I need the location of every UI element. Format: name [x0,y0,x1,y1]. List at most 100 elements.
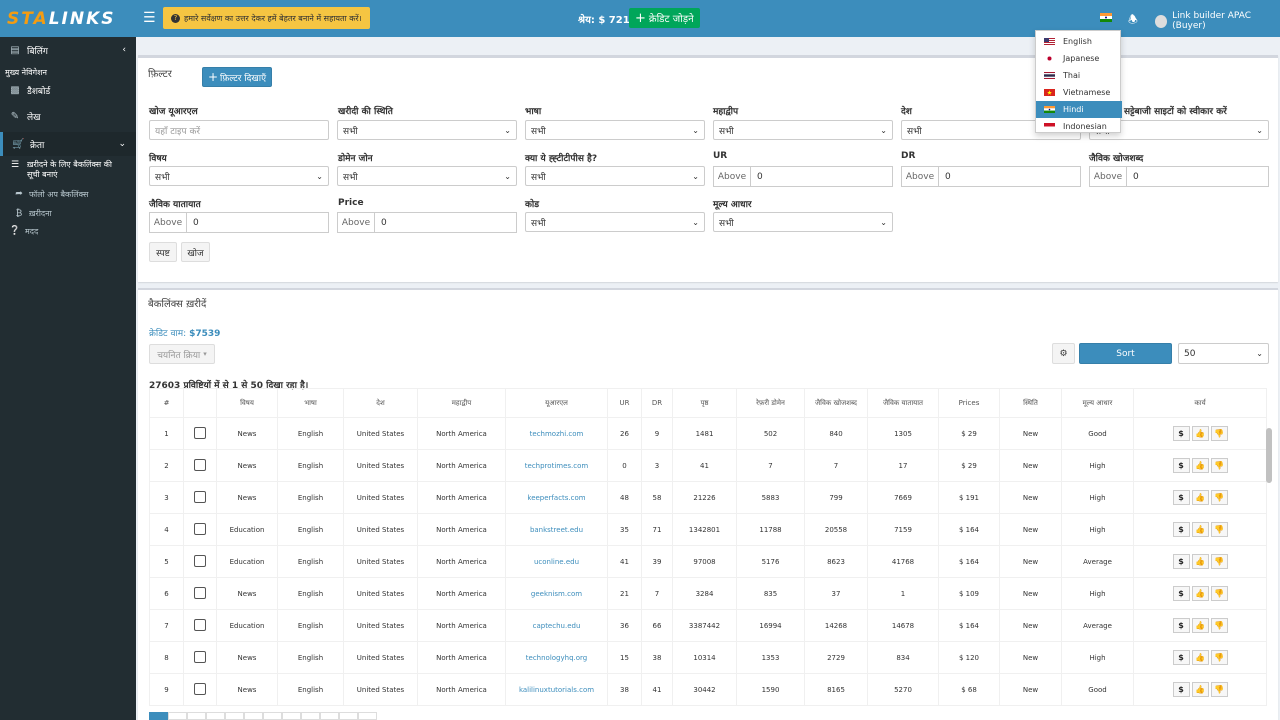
col-prices[interactable]: Prices [938,388,1000,418]
sidebar-item-billing[interactable]: ▤ बिलिंग ‹ [0,40,136,60]
page-button[interactable] [187,712,206,720]
row-checkbox[interactable] [194,426,206,439]
organic-keywords-filter[interactable]: Above 0 [1089,166,1269,187]
thumbs-down-icon[interactable]: 👎 [1210,586,1228,601]
sidebar-item-create-list[interactable]: ☰ ख़रीदने के लिए बैकलिंक्स की सूची बनाएं [0,160,136,182]
thumbs-up-icon[interactable]: 👍 [1191,490,1209,505]
row-url[interactable]: keeperfacts.com [505,481,608,514]
col-pages[interactable]: पृष्ठ [672,388,737,418]
dr-value-input[interactable]: 0 [939,166,1081,187]
col-ur[interactable]: UR [607,388,642,418]
page-button[interactable] [339,712,358,720]
ur-value-input[interactable]: 0 [751,166,893,187]
col-url[interactable]: यूआरएल [505,388,608,418]
row-url[interactable]: uconline.edu [505,545,608,578]
sidebar-item-dashboard[interactable]: ▩ डैशबोर्ड [0,82,136,98]
sidebar-item-buyer[interactable]: 🛒 क्रेता ⌄ [0,132,136,156]
thumbs-up-icon[interactable]: 👍 [1191,586,1209,601]
row-url[interactable]: geeknism.com [505,577,608,610]
organic-traffic-operator-button[interactable]: Above [149,212,187,233]
dollar-icon[interactable]: $ [1172,554,1190,569]
thumbs-up-icon[interactable]: 👍 [1191,554,1209,569]
row-checkbox[interactable] [194,522,206,535]
thumbs-down-icon[interactable]: 👎 [1210,682,1228,697]
organic-keywords-operator-button[interactable]: Above [1089,166,1127,187]
dr-operator-button[interactable]: Above [901,166,939,187]
page-button[interactable] [263,712,282,720]
topic-select[interactable]: सभी ⌄ [149,166,329,186]
survey-notice[interactable]: ? हमारे सर्वेक्षण का उत्तर देकर हमें बेहत… [163,7,370,29]
bulk-action-dropdown[interactable]: चयनित क्रिया ▾ [149,344,215,364]
organic-keywords-value-input[interactable]: 0 [1127,166,1269,187]
sort-button[interactable]: Sort [1079,343,1172,364]
page-button[interactable] [206,712,225,720]
col-language[interactable]: भाषा [277,388,344,418]
sidebar-item-follow-up[interactable]: ➦ फॉलो अप बैकलिंक्स [0,189,136,201]
price-basis-select[interactable]: सभी ⌄ [713,212,893,232]
dollar-icon[interactable]: $ [1172,458,1190,473]
purchase-status-select[interactable]: सभी ⌄ [337,120,517,140]
thumbs-up-icon[interactable]: 👍 [1191,426,1209,441]
search-button[interactable]: खोज [181,242,210,262]
dollar-icon[interactable]: $ [1172,650,1190,665]
row-url[interactable]: techprotimes.com [505,449,608,482]
add-credit-button[interactable]: + क्रेडिट जोड़ने [629,8,700,28]
language-option-indonesian[interactable]: Indonesian [1036,118,1122,135]
price-operator-button[interactable]: Above [337,212,375,233]
code-select[interactable]: सभी ⌄ [525,212,705,232]
col-status[interactable]: स्थिति [999,388,1062,418]
thumbs-down-icon[interactable]: 👎 [1210,618,1228,633]
row-checkbox[interactable] [194,650,206,663]
user-menu[interactable]: Link builder APAC (Buyer) [1155,11,1280,31]
thumbs-up-icon[interactable]: 👍 [1191,458,1209,473]
row-url[interactable]: captechu.edu [505,609,608,642]
dollar-icon[interactable]: $ [1172,490,1190,505]
col-ref-domains[interactable]: रेफ़री डोमेन [736,388,805,418]
thumbs-down-icon[interactable]: 👎 [1210,650,1228,665]
row-checkbox[interactable] [194,458,206,471]
table-scrollbar[interactable] [1266,428,1272,483]
col-topic[interactable]: विषय [216,388,278,418]
page-button[interactable] [244,712,263,720]
dollar-icon[interactable]: $ [1172,426,1190,441]
bell-icon[interactable]: 🕭 [1128,13,1138,26]
col-country[interactable]: देश [343,388,418,418]
gear-icon[interactable]: ⚙ [1052,343,1075,364]
sidebar-item-help[interactable]: ❔ मदद [0,226,136,238]
thumbs-down-icon[interactable]: 👎 [1210,554,1228,569]
col-dr[interactable]: DR [641,388,673,418]
thumbs-down-icon[interactable]: 👎 [1210,426,1228,441]
row-checkbox[interactable] [194,682,206,695]
col-organic-traffic[interactable]: जैविक यातायात [867,388,939,418]
row-url[interactable]: technologyhq.org [505,641,608,674]
page-button[interactable] [168,712,187,720]
row-url[interactable]: bankstreet.edu [505,513,608,546]
language-option-english[interactable]: English [1036,33,1122,50]
organic-traffic-value-input[interactable]: 0 [187,212,329,233]
dollar-icon[interactable]: $ [1172,522,1190,537]
price-filter[interactable]: Above 0 [337,212,517,233]
domain-zone-select[interactable]: सभी ⌄ [337,166,517,186]
page-button[interactable] [320,712,339,720]
row-url[interactable]: kalilinuxtutorials.com [505,673,608,706]
clear-button[interactable]: स्पष्ट [149,242,177,262]
language-option-japanese[interactable]: Japanese [1036,50,1122,67]
continent-select[interactable]: सभी ⌄ [713,120,893,140]
dr-filter[interactable]: Above 0 [901,166,1081,187]
ur-operator-button[interactable]: Above [713,166,751,187]
brand-logo[interactable]: STALINKS [7,8,116,29]
dollar-icon[interactable]: $ [1172,618,1190,633]
row-checkbox[interactable] [194,586,206,599]
india-flag-icon[interactable] [1100,13,1112,22]
col-index[interactable]: # [149,388,184,418]
thumbs-down-icon[interactable]: 👎 [1210,490,1228,505]
row-checkbox[interactable] [194,490,206,503]
row-checkbox[interactable] [194,618,206,631]
language-option-vietnamese[interactable]: Vietnamese [1036,84,1122,101]
price-value-input[interactable]: 0 [375,212,517,233]
page-button-active[interactable] [149,712,168,720]
col-continent[interactable]: महाद्वीप [417,388,506,418]
row-checkbox[interactable] [194,554,206,567]
show-filter-button[interactable]: + फ़िल्टर दिखाएँ [202,67,272,87]
page-button[interactable] [358,712,377,720]
